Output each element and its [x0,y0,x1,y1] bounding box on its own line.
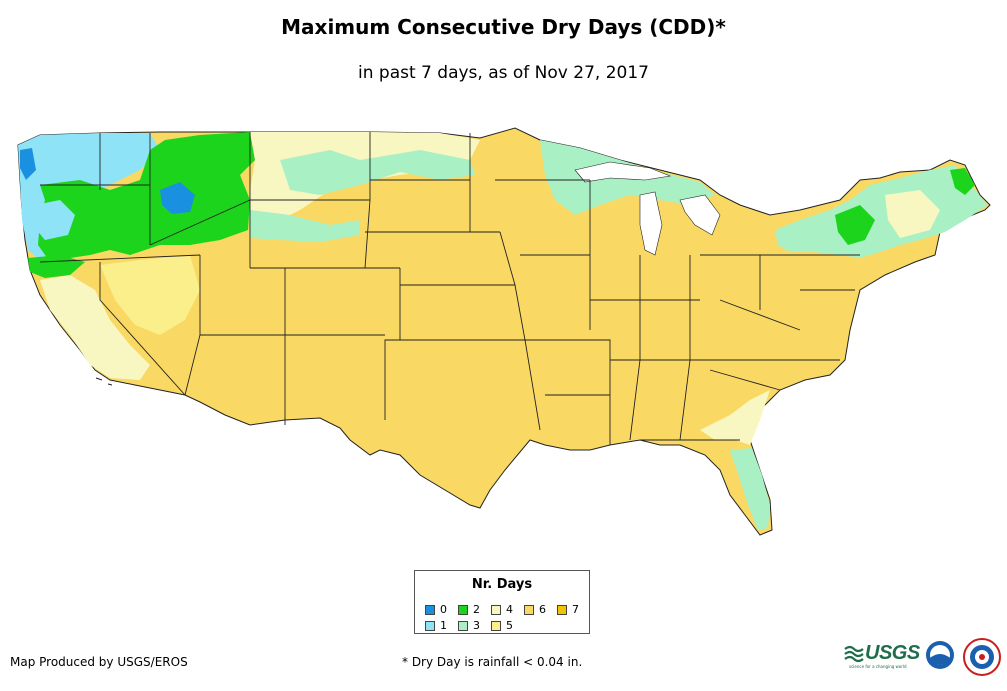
northeast-3day-region [775,165,988,258]
legend-label: 3 [473,619,480,632]
new-york-2day-patch [835,205,875,245]
legend-title: Nr. Days [471,577,533,592]
legend-item-6: 6 [524,603,546,616]
usgs-tagline: science for a changing world [849,664,907,669]
map-title: Maximum Consecutive Dry Days (CDD)* [281,15,726,39]
legend-item-7: 7 [557,603,579,616]
legend-item-4: 4 [491,603,513,616]
noaa-logo-icon [926,641,954,669]
legend-item-2: 2 [458,603,480,616]
us-dry-days-map [17,127,991,536]
lake-michigan-water [639,191,663,256]
legend-swatch [425,620,435,631]
new-england-4day-patch [885,190,940,238]
legend-swatch [425,604,435,615]
dry-day-footnote: * Dry Day is rainfall < 0.04 in. [402,655,583,669]
california-4day-region [40,275,150,380]
legend-label: 5 [506,619,513,632]
legend-swatch [557,604,567,615]
northwest-2day-region [38,132,255,262]
legend-label: 1 [440,619,447,632]
legend-swatch [491,604,501,615]
nws-logo-icon [963,638,1001,676]
legend-swatch [458,604,468,615]
map-subtitle: in past 7 days, as of Nov 27, 2017 [358,63,649,83]
florida-3day-region [730,448,770,530]
legend-swatch [491,620,501,631]
lake-huron-water [679,194,721,236]
legend-item-3: 3 [458,619,480,632]
legend-label: 2 [473,603,480,616]
legend: Nr. Days 0 1 2 3 4 5 6 7 [414,570,590,634]
producer-credit: Map Produced by USGS/EROS [10,655,188,669]
wyoming-3day-band [250,210,360,242]
lake-superior-water [574,161,672,183]
state-borders [39,132,860,445]
northern-plains-3day-band [280,150,475,195]
legend-swatch [458,620,468,631]
usgs-wordmark: USGS [865,642,920,664]
legend-item-1: 1 [425,619,447,632]
legend-item-5: 5 [491,619,513,632]
channel-islands [95,377,113,386]
southeast-coast-4day-region [700,390,770,445]
legend-label: 6 [539,603,546,616]
legend-item-0: 0 [425,603,447,616]
usgs-logo: USGS science for a changing world [843,642,920,669]
idaho-1day-patch [160,182,195,214]
washington-0day-patch [20,148,36,180]
legend-label: 0 [440,603,447,616]
usgs-wave-icon [844,645,864,662]
legend-swatch [524,604,534,615]
legend-label: 7 [572,603,579,616]
maine-2day-patch [950,168,975,195]
oregon-1day-patch [35,200,75,240]
nevada-5day-region [100,255,200,335]
legend-label: 4 [506,603,513,616]
